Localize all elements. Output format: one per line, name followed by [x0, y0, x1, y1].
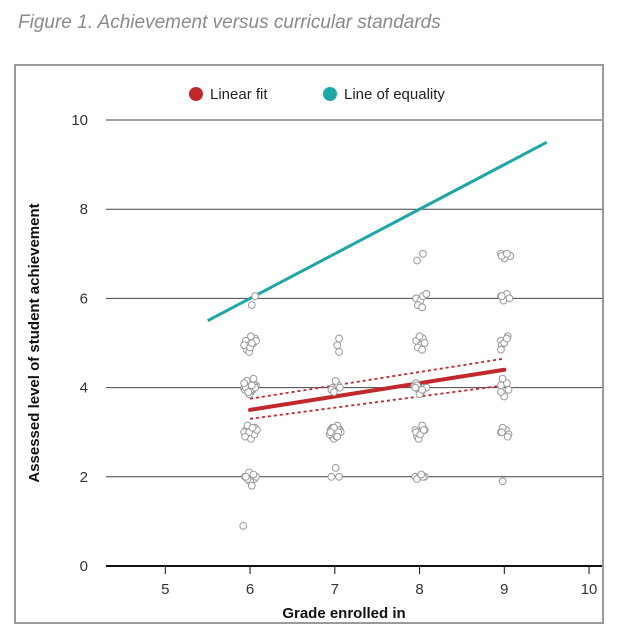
data-point — [497, 345, 505, 354]
data-point — [240, 379, 249, 388]
data-point — [503, 432, 512, 441]
data-point — [331, 463, 340, 472]
x-tick-label-7: 7 — [331, 581, 339, 598]
data-point — [422, 290, 431, 298]
x-tick-label-6: 6 — [246, 581, 254, 598]
data-point — [418, 303, 427, 312]
data-point — [497, 388, 505, 396]
legend: Linear fit Line of equality — [189, 86, 445, 103]
data-point — [249, 470, 258, 479]
y-tick-label-4: 4 — [80, 380, 88, 397]
legend-label-0: Linear fit — [210, 86, 268, 103]
data-point — [333, 341, 342, 350]
confidence-band-lower — [249, 384, 505, 420]
data-point — [335, 383, 344, 392]
data-point — [247, 481, 256, 490]
data-point — [415, 332, 424, 341]
data-point — [247, 339, 256, 347]
data-point — [327, 472, 336, 481]
y-tick-label-2: 2 — [80, 469, 88, 486]
x-tick-label-5: 5 — [161, 581, 169, 598]
data-point — [326, 428, 335, 437]
confidence-band-upper — [249, 357, 505, 400]
data-point — [417, 470, 426, 479]
data-point — [411, 383, 420, 392]
chart-frame: 0 2 4 6 8 10 5 6 7 8 9 10 Linear fit Line of equalit… — [14, 64, 604, 624]
data-point — [247, 381, 256, 390]
legend-marker-0 — [189, 87, 203, 101]
data-point — [502, 249, 511, 258]
data-point — [335, 348, 343, 356]
data-point — [247, 301, 256, 309]
linear-fit-line — [248, 367, 507, 412]
data-point — [418, 385, 427, 394]
data-point — [502, 334, 511, 343]
data-point — [413, 256, 421, 265]
line-of-equality — [206, 140, 548, 323]
scatter-points — [239, 249, 515, 530]
data-point — [504, 385, 513, 394]
data-point — [249, 374, 258, 383]
data-point — [419, 249, 427, 258]
data-point — [335, 334, 343, 343]
data-point — [241, 472, 250, 481]
x-axis-title: Grade enrolled in — [282, 605, 405, 622]
y-tick-label-0: 0 — [80, 558, 88, 575]
grid-lines — [106, 119, 602, 567]
y-tick-label-10: 10 — [71, 112, 88, 129]
y-tick-label-6: 6 — [80, 290, 88, 307]
figure-caption: Figure 1. Achievement versus curricular … — [18, 12, 441, 33]
data-point — [244, 388, 253, 396]
data-point — [331, 377, 340, 385]
data-point — [241, 432, 249, 441]
y-tick-label-8: 8 — [80, 201, 88, 218]
x-tick-label-8: 8 — [415, 581, 423, 598]
data-point — [498, 477, 507, 486]
legend-marker-1 — [323, 87, 337, 101]
data-point — [333, 432, 342, 441]
axes: 0 2 4 6 8 10 5 6 7 8 9 10 — [71, 112, 597, 598]
data-point — [248, 423, 257, 432]
x-tick-label-9: 9 — [500, 581, 508, 598]
series — [206, 140, 548, 420]
x-tick-label-10: 10 — [581, 581, 598, 598]
data-point — [418, 345, 427, 354]
data-point — [335, 472, 343, 481]
legend-label-1: Line of equality — [344, 86, 445, 103]
data-point — [497, 292, 506, 301]
data-point — [497, 428, 506, 437]
y-axis-title: Assessed level of student achievement — [26, 203, 43, 482]
data-point — [251, 292, 260, 301]
data-point — [420, 339, 429, 347]
data-point — [330, 388, 338, 396]
chart-svg: 0 2 4 6 8 10 5 6 7 8 9 10 Linear fit Line of equalit… — [26, 86, 602, 622]
data-point — [419, 426, 428, 434]
data-point — [498, 374, 507, 383]
data-point — [239, 521, 248, 530]
